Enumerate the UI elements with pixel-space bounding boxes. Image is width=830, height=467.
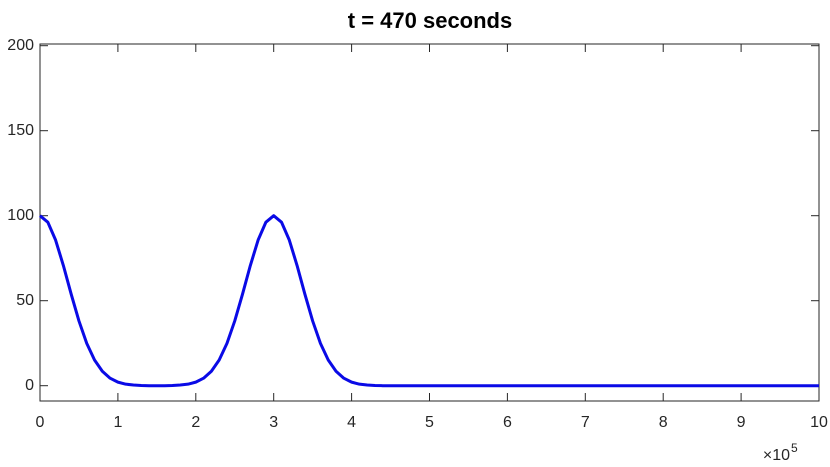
x-tick-label: 4	[347, 414, 356, 431]
x-tick-label: 9	[737, 414, 746, 431]
x-tick-label: 2	[191, 414, 200, 431]
x-scale-exponent: 5	[791, 441, 798, 455]
x-tick-label: 6	[503, 414, 512, 431]
x-tick-label: 3	[269, 414, 278, 431]
x-tick-label: 10	[810, 414, 828, 431]
y-tick-label: 100	[7, 207, 34, 224]
x-tick-label: 5	[425, 414, 434, 431]
y-tick-label: 50	[16, 292, 34, 309]
y-tick-label: 150	[7, 122, 34, 139]
y-tick-label: 200	[7, 37, 34, 54]
x-tick-label: 7	[581, 414, 590, 431]
x-scale-base: ×10	[763, 447, 790, 464]
x-tick-label: 8	[659, 414, 668, 431]
plot-box	[39, 43, 820, 402]
chart-title: t = 470 seconds	[348, 8, 512, 33]
x-tick-label: 1	[113, 414, 122, 431]
x-tick-label: 0	[36, 414, 45, 431]
data-line	[39, 214, 819, 388]
y-tick-label: 0	[25, 377, 34, 394]
